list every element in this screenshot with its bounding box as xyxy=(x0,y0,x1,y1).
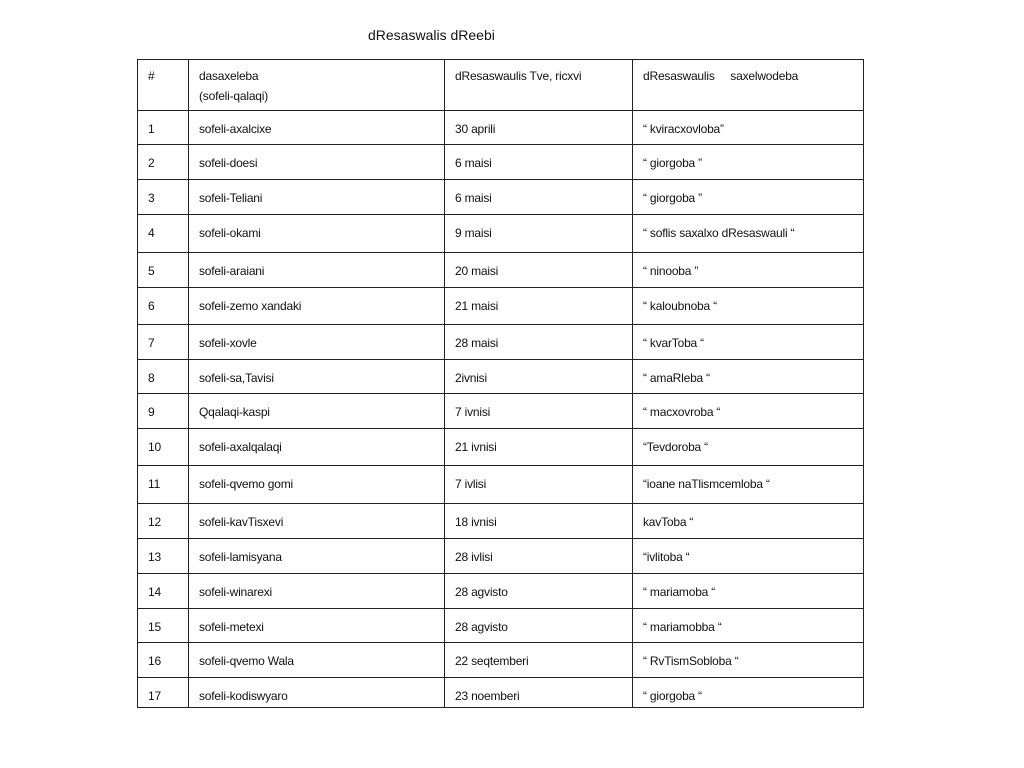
row-holiday-name: “ kvarToba “ xyxy=(632,324,864,360)
row-number: 16 xyxy=(137,642,189,678)
table-header-row: # dasaxeleba (sofeli-qalaqi) dResaswaulis… xyxy=(137,59,864,111)
row-number: 17 xyxy=(137,677,189,708)
row-date: 18 ivnisi xyxy=(444,503,633,539)
row-place: sofeli-lamisyana xyxy=(188,538,445,574)
header-holiday-name: dResaswaulis saxelwodeba xyxy=(632,59,864,111)
table-row: 7 sofeli-xovle 28 maisi “ kvarToba “ xyxy=(137,324,864,360)
row-number: 15 xyxy=(137,608,189,643)
row-number: 10 xyxy=(137,428,189,466)
header-number: # xyxy=(137,59,189,111)
row-place: sofeli-doesi xyxy=(188,144,445,180)
row-date: 7 ivnisi xyxy=(444,393,633,429)
table-row: 15 sofeli-metexi 28 agvisto “ mariamobba “ xyxy=(137,608,864,643)
table-row: 3 sofeli-Teliani 6 maisi “ giorgoba ” xyxy=(137,179,864,215)
header-place: dasaxeleba (sofeli-qalaqi) xyxy=(188,59,445,111)
row-holiday-name: “ kviracxovloba” xyxy=(632,110,864,145)
row-place: sofeli-metexi xyxy=(188,608,445,643)
row-holiday-name: “ giorgoba ” xyxy=(632,179,864,215)
row-holiday-name: “ RvTismSobloba “ xyxy=(632,642,864,678)
table-row: 12 sofeli-kavTisxevi 18 ivnisi kavToba “ xyxy=(137,503,864,539)
row-holiday-name: kavToba “ xyxy=(632,503,864,539)
header-place-line2: (sofeli-qalaqi) xyxy=(199,89,269,103)
row-date: 21 ivnisi xyxy=(444,428,633,466)
table-row: 10 sofeli-axalqalaqi 21 ivnisi “Tevdoroba “ xyxy=(137,428,864,466)
table-row: 8 sofeli-sa,Tavisi 2ivnisi “ amaRleba “ xyxy=(137,359,864,394)
row-place: sofeli-axalqalaqi xyxy=(188,428,445,466)
row-place: sofeli-zemo xandaki xyxy=(188,287,445,325)
header-date: dResaswaulis Tve, ricxvi xyxy=(444,59,633,111)
row-date: 6 maisi xyxy=(444,179,633,215)
row-place: Qqalaqi-kaspi xyxy=(188,393,445,429)
row-place: sofeli-winarexi xyxy=(188,573,445,609)
row-place: sofeli-kodiswyaro xyxy=(188,677,445,708)
row-number: 1 xyxy=(137,110,189,145)
row-holiday-name: “ macxovroba “ xyxy=(632,393,864,429)
row-holiday-name: “Tevdoroba “ xyxy=(632,428,864,466)
table-row: 11 sofeli-qvemo gomi 7 ivlisi “ioane naTlis… xyxy=(137,465,864,504)
row-holiday-name: “ giorgoba “ xyxy=(632,677,864,708)
row-date: 30 aprili xyxy=(444,110,633,145)
row-place: sofeli-okami xyxy=(188,214,445,253)
row-date: 28 agvisto xyxy=(444,608,633,643)
table-row: 17 sofeli-kodiswyaro 23 noemberi “ giorgoba… xyxy=(137,677,864,708)
row-date: 28 ivlisi xyxy=(444,538,633,574)
row-place: sofeli-qvemo Wala xyxy=(188,642,445,678)
row-number: 4 xyxy=(137,214,189,253)
row-date: 22 seqtemberi xyxy=(444,642,633,678)
row-date: 9 maisi xyxy=(444,214,633,253)
row-number: 6 xyxy=(137,287,189,325)
title-text: dResaswalis dReebi xyxy=(368,27,495,43)
table-row: 14 sofeli-winarexi 28 agvisto “ mariamoba “ xyxy=(137,573,864,609)
row-holiday-name: “ kaloubnoba “ xyxy=(632,287,864,325)
row-number: 9 xyxy=(137,393,189,429)
row-place: sofeli-qvemo gomi xyxy=(188,465,445,504)
table-row: 1 sofeli-axalcixe 30 aprili “ kviracxovloba… xyxy=(137,110,864,145)
table-row: 13 sofeli-lamisyana 28 ivlisi “ivlitoba “ xyxy=(137,538,864,574)
row-place: sofeli-araiani xyxy=(188,252,445,288)
row-holiday-name: “ amaRleba “ xyxy=(632,359,864,394)
table-row: 9 Qqalaqi-kaspi 7 ivnisi “ macxovroba “ xyxy=(137,393,864,429)
row-number: 11 xyxy=(137,465,189,504)
table-row: 2 sofeli-doesi 6 maisi “ giorgoba ” xyxy=(137,144,864,180)
row-holiday-name: “ivlitoba “ xyxy=(632,538,864,574)
holidays-table: # dasaxeleba (sofeli-qalaqi) dResaswaulis… xyxy=(137,59,864,708)
row-number: 8 xyxy=(137,359,189,394)
table-row: 4 sofeli-okami 9 maisi “ soflis saxalxo dRe… xyxy=(137,214,864,253)
header-place-line1: dasaxeleba xyxy=(199,69,259,83)
row-number: 7 xyxy=(137,324,189,360)
table-row: 5 sofeli-araiani 20 maisi “ ninooba ” xyxy=(137,252,864,288)
row-holiday-name: “ mariamoba “ xyxy=(632,573,864,609)
row-date: 6 maisi xyxy=(444,144,633,180)
row-number: 13 xyxy=(137,538,189,574)
row-date: 21 maisi xyxy=(444,287,633,325)
row-number: 12 xyxy=(137,503,189,539)
table-row: 6 sofeli-zemo xandaki 21 maisi “ kaloubnoba… xyxy=(137,287,864,325)
row-holiday-name: “ mariamobba “ xyxy=(632,608,864,643)
row-date: 23 noemberi xyxy=(444,677,633,708)
row-place: sofeli-Teliani xyxy=(188,179,445,215)
row-number: 14 xyxy=(137,573,189,609)
row-number: 2 xyxy=(137,144,189,180)
row-date: 28 agvisto xyxy=(444,573,633,609)
row-number: 3 xyxy=(137,179,189,215)
row-date: 7 ivlisi xyxy=(444,465,633,504)
table-row: 16 sofeli-qvemo Wala 22 seqtemberi “ RvTism… xyxy=(137,642,864,678)
row-place: sofeli-xovle xyxy=(188,324,445,360)
row-holiday-name: “ ninooba ” xyxy=(632,252,864,288)
row-holiday-name: “ giorgoba ” xyxy=(632,144,864,180)
row-holiday-name: “ soflis saxalxo dResaswauli “ xyxy=(632,214,864,253)
row-holiday-name: “ioane naTlismcemloba “ xyxy=(632,465,864,504)
row-number: 5 xyxy=(137,252,189,288)
row-date: 20 maisi xyxy=(444,252,633,288)
row-date: 2ivnisi xyxy=(444,359,633,394)
row-place: sofeli-kavTisxevi xyxy=(188,503,445,539)
row-place: sofeli-axalcixe xyxy=(188,110,445,145)
row-date: 28 maisi xyxy=(444,324,633,360)
row-place: sofeli-sa,Tavisi xyxy=(188,359,445,394)
